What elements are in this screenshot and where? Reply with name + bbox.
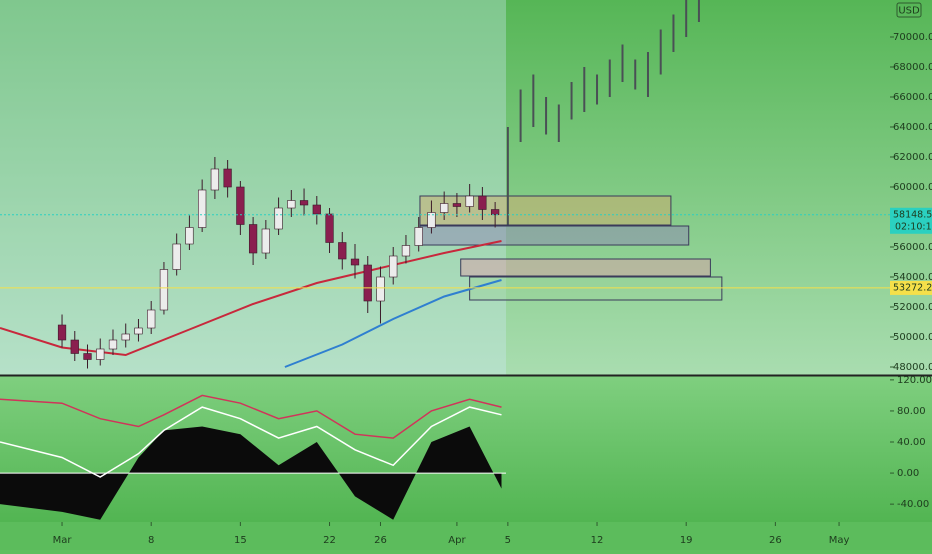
candle-body	[83, 353, 92, 360]
candle-body	[108, 339, 118, 350]
y-tick-label: -40.00	[897, 499, 929, 510]
currency-label: USD	[898, 6, 920, 17]
x-tick-label: 26	[769, 535, 782, 546]
x-tick-label: Mar	[53, 535, 73, 546]
candle-body	[401, 245, 411, 257]
candle-body	[452, 203, 462, 207]
zone	[460, 258, 711, 277]
y-tick-label: 0.00	[897, 468, 919, 479]
y-tick-label: 64000.00	[893, 122, 932, 133]
candle-body	[96, 348, 105, 360]
x-tick-label: May	[829, 535, 850, 546]
y-tick-label: 40.00	[897, 437, 926, 448]
candle-body	[121, 333, 130, 341]
candle-body	[70, 339, 79, 354]
y-tick-label: 48000.00	[893, 362, 932, 373]
candle-body	[440, 203, 449, 213]
history-shade	[0, 0, 506, 375]
candle-body	[274, 207, 283, 230]
y-tick-label: 66000.00	[893, 92, 932, 103]
candle-body	[185, 227, 194, 245]
main-pane	[0, 0, 932, 375]
countdown-label: 02:10:12	[895, 221, 932, 232]
x-tick-label: 15	[234, 535, 247, 546]
candle-body	[210, 168, 220, 191]
candle-body	[147, 309, 156, 329]
moving-average	[0, 240, 502, 357]
y-tick-label: 80.00	[897, 406, 926, 417]
candle-body	[299, 200, 309, 206]
candle-body	[427, 212, 436, 228]
y-tick-label: 60000.00	[893, 182, 932, 193]
candle-body	[134, 327, 143, 335]
level-tag	[890, 280, 932, 295]
y-tick-label: 68000.00	[893, 62, 932, 73]
time-axis	[0, 522, 932, 550]
y-tick-label: 62000.00	[893, 152, 932, 163]
candle-body	[57, 324, 67, 341]
candle-body	[325, 213, 334, 243]
candle-body	[376, 276, 385, 302]
y-tick-label: 120.00	[897, 375, 932, 386]
y-tick-label: 56000.00	[893, 242, 932, 253]
y-tick-label: 50000.00	[893, 332, 932, 343]
y-tick-label: 52000.00	[893, 302, 932, 313]
x-tick-label: 19	[680, 535, 693, 546]
candle-body	[236, 186, 245, 225]
zone	[469, 276, 723, 301]
candle-body	[248, 224, 258, 254]
price-tag	[890, 207, 932, 234]
oscillator-line	[0, 406, 502, 478]
x-tick-label: 26	[374, 535, 387, 546]
candle-body	[261, 228, 270, 254]
x-tick-label: Apr	[448, 535, 466, 546]
candle-body	[198, 189, 207, 228]
candle-body	[414, 227, 423, 246]
x-tick-label: 22	[323, 535, 336, 546]
candle-body	[172, 243, 181, 270]
y-tick-label: 54000.00	[893, 272, 932, 283]
oscillator-area	[0, 426, 502, 520]
candle-body	[338, 242, 347, 260]
candle-body	[478, 195, 487, 210]
candle-body	[312, 204, 321, 215]
moving-average	[284, 279, 502, 368]
level-label: 53272.24	[893, 282, 932, 293]
zone	[419, 195, 672, 226]
price-label: 58148.58	[893, 209, 932, 220]
candle-body	[223, 168, 232, 188]
candle-body	[389, 255, 398, 278]
x-tick-label: 8	[148, 535, 154, 546]
candle-body	[287, 200, 296, 209]
x-tick-label: 5	[505, 535, 511, 546]
x-tick-label: 12	[591, 535, 604, 546]
candle-body	[363, 264, 372, 302]
y-tick-label: 70000.00	[893, 32, 932, 43]
currency-badge	[896, 2, 922, 18]
zone	[419, 225, 690, 246]
candle-body	[491, 209, 500, 216]
oscillator-line	[0, 394, 502, 439]
candle-body	[350, 258, 360, 266]
candle-body	[159, 269, 169, 311]
candle-body	[465, 195, 474, 207]
